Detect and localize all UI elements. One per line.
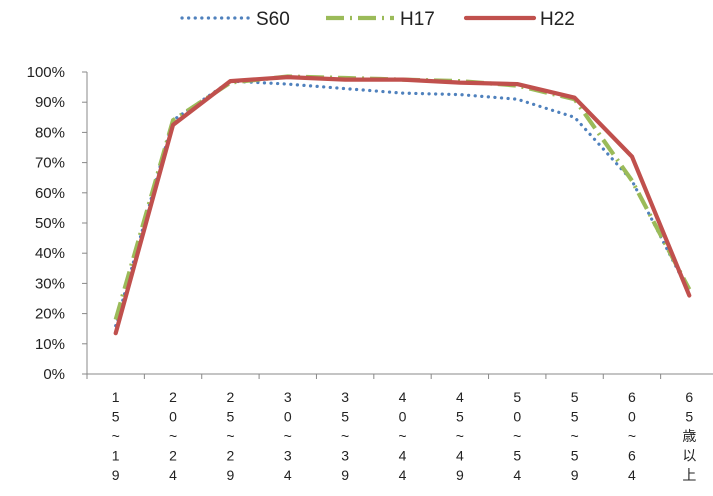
- series-line-h17: [113, 74, 692, 321]
- y-tick-label: 0%: [43, 366, 65, 383]
- y-tick-label: 20%: [35, 306, 65, 323]
- y-tick-label: 10%: [35, 336, 65, 353]
- x-tick-label: 3 5 ~3 9: [341, 389, 349, 483]
- x-tick-label: 3 0 ~3 4: [284, 389, 292, 483]
- legend-label: H22: [540, 9, 575, 30]
- legend-label: H17: [400, 9, 435, 30]
- x-tick-label: 6 0 ~6 4: [628, 389, 636, 483]
- x-tick-label: 2 0 ~2 4: [169, 389, 177, 483]
- x-tick-label: 5 5 ~5 9: [570, 389, 578, 483]
- x-tick-label: 1 5 ~1 9: [112, 389, 120, 483]
- legend: S60 H17 H22: [180, 9, 575, 30]
- series-line-h22: [113, 74, 692, 336]
- y-tick-label: 60%: [35, 185, 65, 202]
- x-axis-ticks: 1 5 ~1 9 2 0 ~2 4 2 5 ~2 9 3 0 ~3 4 3 5 ~3 9 4 0 ~4 4 4 5 ~4 9 5 0 ~5 4…: [86, 374, 696, 483]
- y-tick-label: 90%: [35, 94, 65, 111]
- x-tick-label: 4 5 ~4 9: [456, 389, 464, 483]
- y-tick-label: 80%: [35, 124, 65, 141]
- legend-label: S60: [256, 9, 290, 30]
- y-axis-ticks: 0% 10% 20% 30% 40% 50% 60% 70% 80% 90% 100%: [27, 64, 87, 383]
- y-tick-label: 70%: [35, 155, 65, 172]
- y-tick-label: 40%: [35, 245, 65, 262]
- y-tick-label: 50%: [35, 215, 65, 232]
- y-tick-label: 30%: [35, 275, 65, 292]
- x-tick-label: 4 0 ~4 4: [398, 389, 406, 483]
- legend-item-h22: H22: [463, 9, 575, 30]
- x-tick-label: 2 5 ~2 9: [226, 389, 234, 483]
- series-lines: [113, 74, 692, 336]
- legend-item-h17: H17: [326, 9, 435, 30]
- x-tick-label: 6 5 歳以上: [682, 389, 696, 483]
- legend-item-s60: S60: [180, 9, 290, 30]
- x-tick-label: 5 0 ~5 4: [513, 389, 521, 483]
- series-line-s60: [114, 79, 691, 328]
- y-tick-label: 100%: [27, 64, 65, 81]
